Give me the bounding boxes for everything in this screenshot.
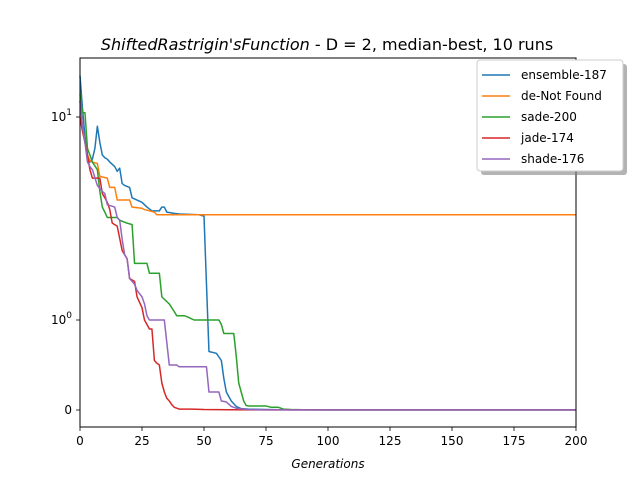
legend-label: sade-200 <box>521 110 577 124</box>
legend-label: shade-176 <box>521 152 584 166</box>
y-tick-label: 100 <box>51 311 72 327</box>
x-tick-label: 50 <box>196 434 211 448</box>
legend: ensemble-187 de-Not Found sade-200 jade-174… <box>476 59 627 175</box>
x-tick-label: 25 <box>134 434 149 448</box>
legend-box <box>476 59 624 172</box>
legend-label: ensemble-187 <box>521 68 607 82</box>
legend-label: jade-174 <box>520 131 574 145</box>
x-axis: 0 25 50 75 100 125 150 175 200 <box>76 427 587 448</box>
series-line-ensemble-187 <box>79 75 576 411</box>
series-line-sade-200 <box>79 93 576 411</box>
legend-label: de-Not Found <box>521 89 602 103</box>
x-tick-label: 150 <box>441 434 464 448</box>
y-tick-label: 101 <box>51 108 72 124</box>
x-tick-label: 75 <box>258 434 273 448</box>
series-line-jade-174 <box>79 116 576 411</box>
series-line-shade-176 <box>79 100 576 411</box>
x-tick-label: 200 <box>565 434 588 448</box>
x-tick-label: 0 <box>76 434 84 448</box>
x-tick-label: 100 <box>317 434 340 448</box>
y-tick-label: 0 <box>64 403 72 417</box>
x-axis-label: Generations <box>291 457 364 471</box>
y-axis: 0 100 101 <box>51 108 80 417</box>
series-layer <box>79 75 576 411</box>
chart-title: ShiftedRastrigin'sFunction - D = 2, medi… <box>101 35 553 54</box>
x-tick-label: 125 <box>379 434 402 448</box>
x-tick-label: 175 <box>503 434 526 448</box>
